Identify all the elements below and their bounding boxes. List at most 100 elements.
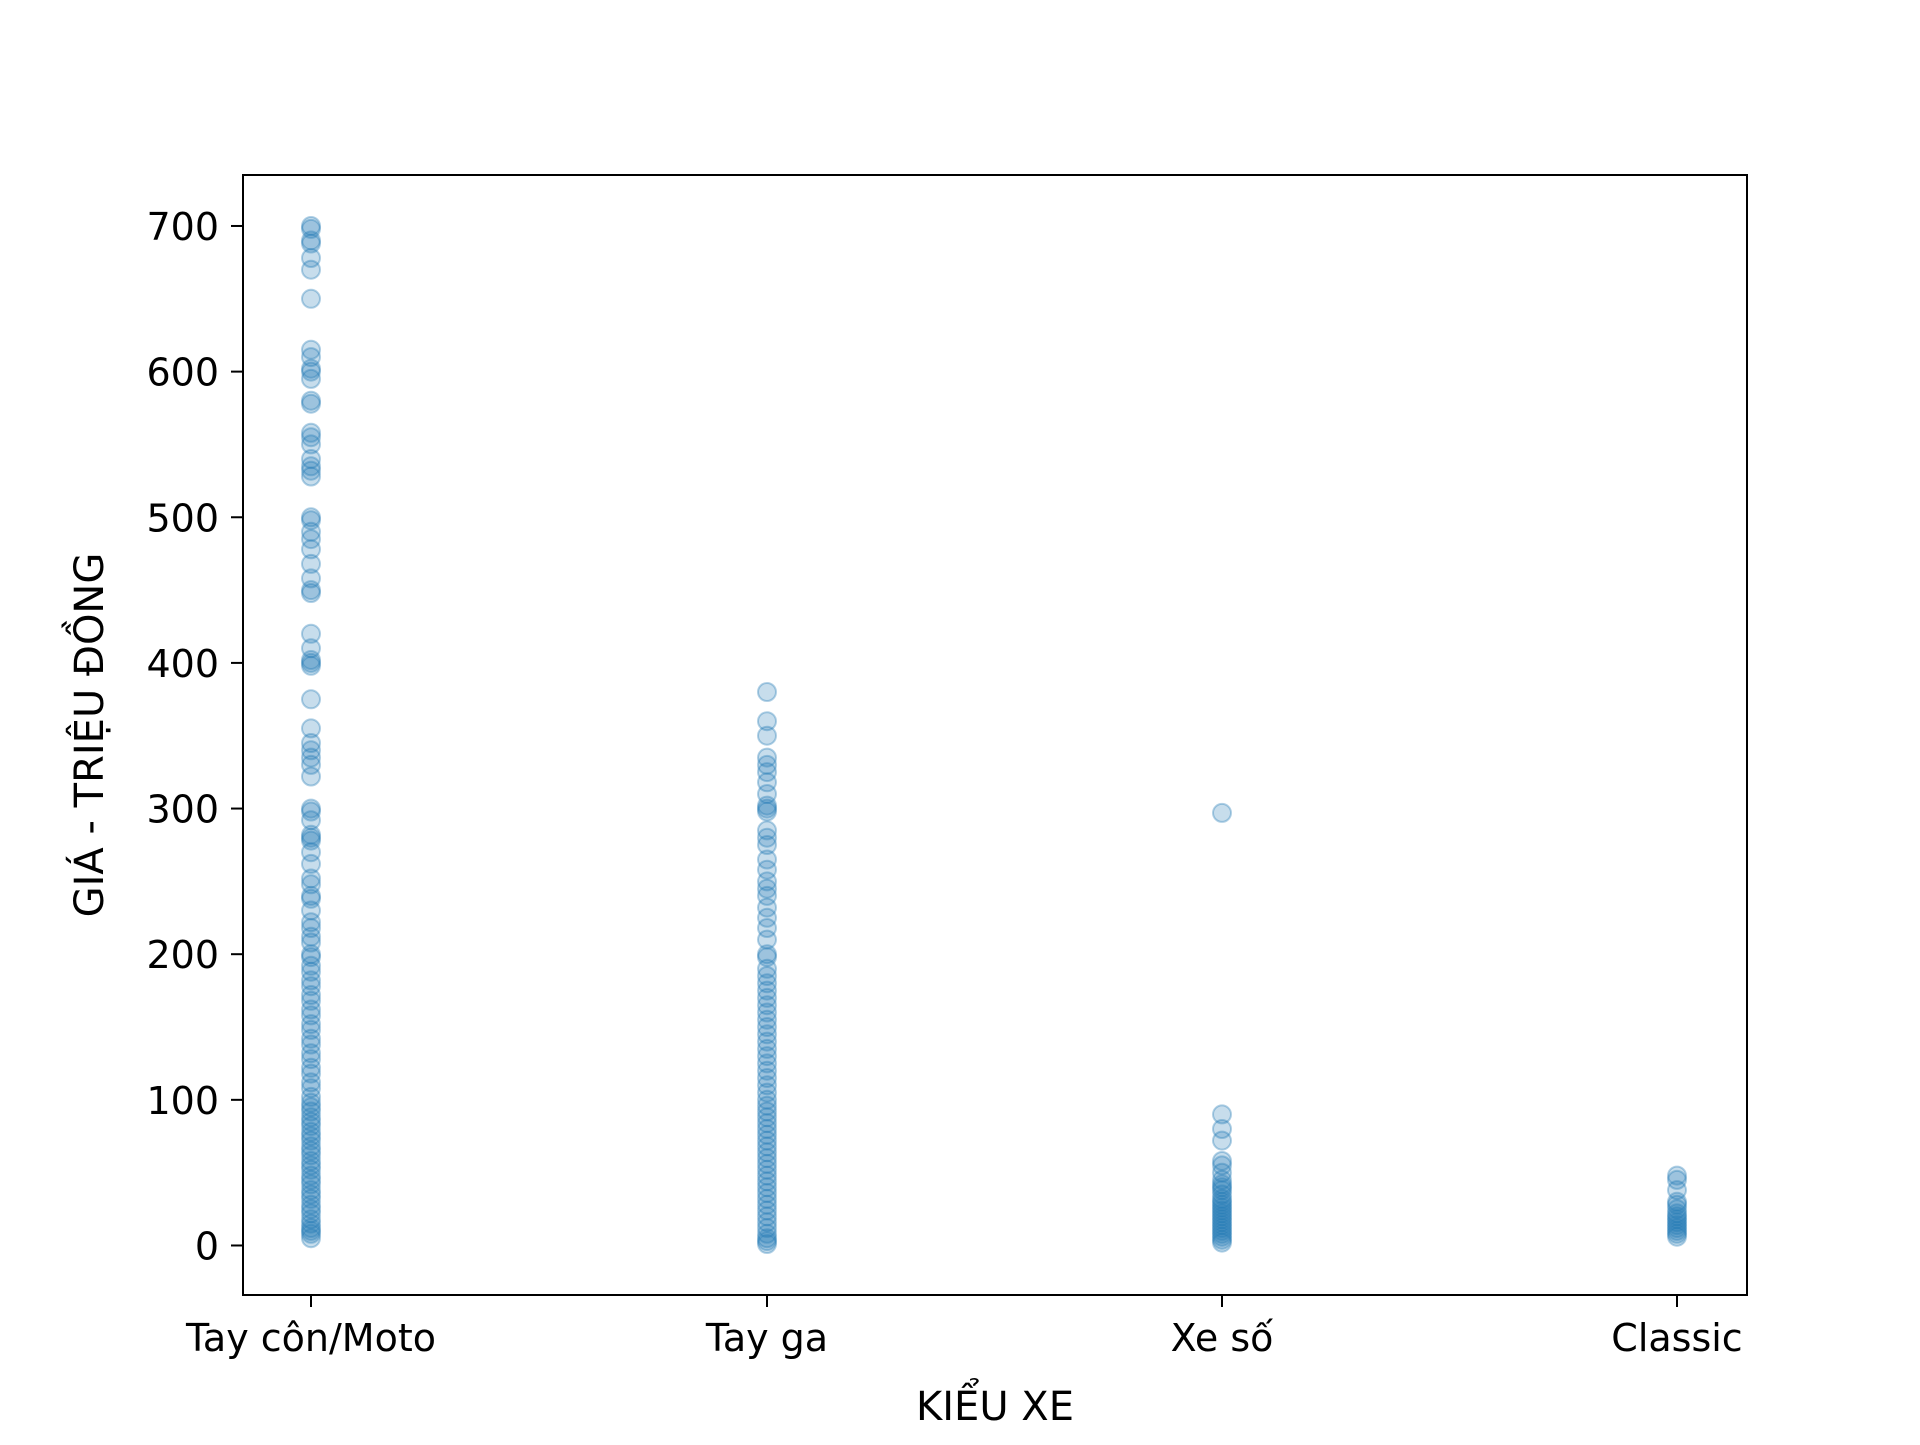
data-point [757, 1017, 777, 1037]
data-point [301, 976, 321, 997]
data-point [757, 1107, 777, 1128]
x-tick-label: Tay côn/Moto [185, 1316, 436, 1360]
data-point [301, 970, 321, 991]
data-point [1667, 1180, 1687, 1201]
data-point [757, 1153, 777, 1174]
data-point [757, 1223, 777, 1244]
data-point [301, 1049, 321, 1070]
data-point [1212, 1206, 1232, 1227]
data-point [757, 1024, 777, 1045]
data-point [301, 652, 321, 673]
data-point [757, 1101, 777, 1122]
x-axis-label: KIỂU XE [916, 1377, 1074, 1430]
data-point [757, 1194, 777, 1215]
data-point [757, 878, 777, 899]
data-point [757, 1009, 777, 1030]
data-point [301, 1057, 321, 1078]
data-point [301, 1086, 321, 1107]
data-point [757, 1171, 777, 1192]
y-tick-label: 600 [146, 351, 219, 395]
data-point [301, 766, 321, 787]
data-point [301, 368, 321, 389]
data-point [301, 885, 321, 906]
data-point [1212, 1119, 1232, 1139]
data-point [757, 1038, 777, 1059]
data-point [301, 718, 321, 739]
data-point [757, 1082, 777, 1103]
data-point [757, 897, 777, 918]
data-point [301, 655, 321, 676]
data-point [301, 1078, 321, 1099]
data-point [1212, 1215, 1232, 1236]
data-point [301, 801, 321, 822]
data-point [757, 1089, 777, 1110]
data-point [301, 1121, 321, 1142]
data-point [301, 638, 321, 659]
data-point [757, 1142, 777, 1163]
data-point [757, 1228, 777, 1249]
data-point [301, 1005, 321, 1026]
data-point [301, 842, 321, 863]
data-point [757, 1165, 777, 1186]
data-point [301, 1130, 321, 1151]
data-point [1212, 1229, 1232, 1250]
data-point [1212, 1177, 1232, 1198]
x-tick-label: Tay ga [705, 1316, 828, 1360]
data-point [301, 1184, 321, 1205]
data-point [757, 801, 777, 822]
data-point [301, 1228, 321, 1249]
data-point [1212, 1180, 1232, 1201]
data-point [301, 1097, 321, 1118]
data-point [301, 427, 321, 448]
data-point [757, 1183, 777, 1203]
data-point [301, 529, 321, 550]
data-point [757, 1148, 777, 1169]
data-point [301, 216, 321, 236]
data-point [757, 820, 777, 841]
data-point [1667, 1220, 1687, 1241]
x-axis-ticks: Tay côn/Moto Tay ga Xe số Classic [185, 1295, 1743, 1360]
y-tick-label: 700 [146, 205, 219, 249]
data-point [1667, 1203, 1687, 1224]
data-point [301, 1111, 321, 1132]
data-point [757, 1234, 777, 1254]
data-point [301, 434, 321, 455]
data-point [757, 1188, 777, 1209]
data-point [1212, 1162, 1232, 1183]
x-tick-label: Classic [1611, 1316, 1742, 1360]
data-point [301, 1223, 321, 1244]
data-point [301, 233, 321, 254]
data-point [757, 1159, 777, 1180]
data-point [757, 1177, 777, 1198]
x-tick-label: Xe số [1171, 1316, 1274, 1360]
data-point [1667, 1206, 1687, 1227]
data-point [1212, 1130, 1232, 1151]
data-point [301, 947, 321, 968]
data-point [1212, 1194, 1232, 1215]
data-point [301, 827, 321, 848]
data-point [1212, 1223, 1232, 1244]
data-point [301, 580, 321, 601]
data-point [301, 1072, 321, 1093]
data-point [301, 1155, 321, 1176]
data-point [1212, 1218, 1232, 1238]
data-point [301, 422, 321, 443]
data-point [301, 810, 321, 831]
data-point [1212, 1203, 1232, 1224]
y-tick-label: 500 [146, 496, 219, 540]
data-point [757, 1130, 777, 1151]
data-point [301, 689, 321, 710]
data-point [301, 358, 321, 379]
data-point [301, 912, 321, 933]
data-point [301, 961, 321, 982]
data-point [301, 1218, 321, 1238]
data-point [301, 1101, 321, 1122]
data-point [301, 740, 321, 761]
data-point [757, 958, 777, 979]
data-point [301, 288, 321, 309]
data-point [301, 1220, 321, 1241]
data-point [757, 725, 777, 746]
data-point [1212, 1155, 1232, 1176]
data-point [301, 390, 321, 411]
